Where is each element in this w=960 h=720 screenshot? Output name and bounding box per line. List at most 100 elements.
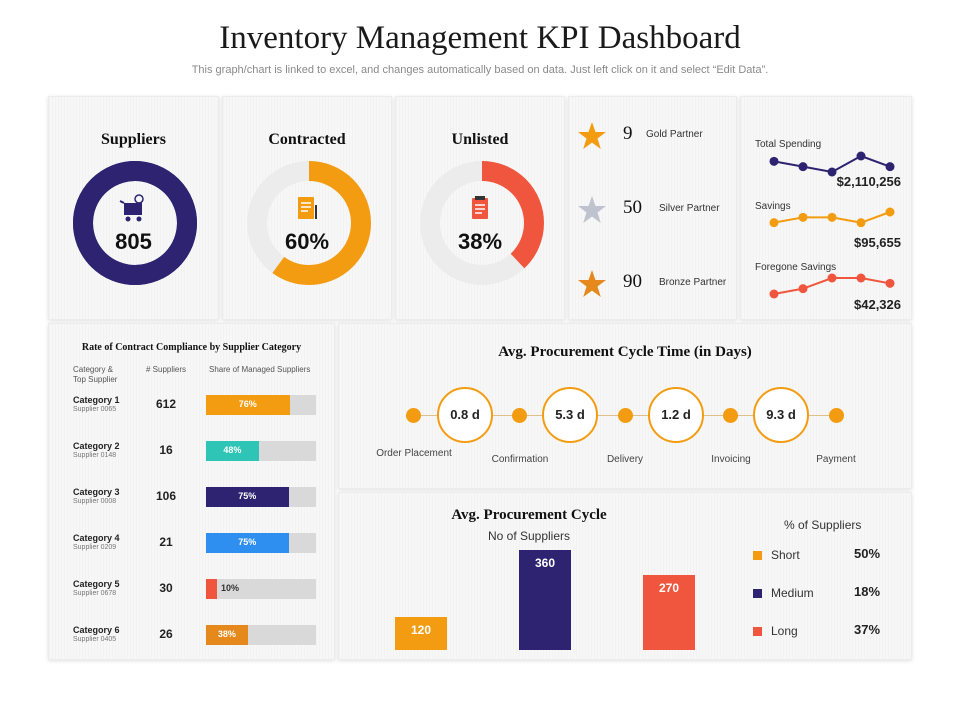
- share-bar-track: 10%: [206, 579, 316, 599]
- bar-value-label: 270: [658, 581, 680, 595]
- partner-bronze: 90 Bronze Partner: [577, 269, 737, 303]
- kpi-title: Suppliers: [101, 131, 166, 148]
- spending-value: $42,326: [854, 297, 901, 312]
- chart-title: Avg. Procurement Cycle: [451, 507, 607, 523]
- partner-silver: 50 Silver Partner: [577, 195, 737, 229]
- spending-value: $2,110,256: [836, 174, 901, 189]
- supplier-count: 16: [159, 443, 173, 457]
- cycle-value: 9.3 d: [753, 387, 809, 443]
- cart-icon: [119, 194, 144, 222]
- supplier-count: 21: [159, 535, 173, 549]
- share-bar-label: 38%: [217, 629, 236, 639]
- sparkline-point: [885, 162, 895, 172]
- sparkline-point: [885, 278, 895, 288]
- kpi-card-contracted: Contracted 60%: [222, 96, 392, 320]
- top-supplier: Supplier 0148: [73, 452, 117, 459]
- supplier-count: 26: [159, 627, 173, 641]
- timeline-dot: [512, 408, 527, 423]
- legend-percent: 18%: [854, 584, 881, 599]
- bar-long: 270: [643, 575, 695, 650]
- sparkline-point: [769, 218, 779, 228]
- category-name: Category 2: [73, 441, 120, 451]
- procurement-cycle-card: Avg. Procurement Cycle No of Suppliers 1…: [338, 492, 912, 660]
- partner-label: Silver Partner: [659, 203, 720, 214]
- kpi-value: 38%: [457, 229, 503, 254]
- kpi-title: Unlisted: [451, 131, 509, 148]
- legend-label: Long: [771, 624, 798, 638]
- compliance-title: Rate of Contract Compliance by Supplier …: [81, 342, 302, 353]
- legend-percent: 37%: [854, 622, 881, 637]
- spending-label: Savings: [755, 201, 791, 212]
- bar-chart: 120 360 270: [339, 493, 719, 661]
- contract-icon: [298, 197, 317, 219]
- top-supplier: Supplier 0209: [73, 544, 117, 551]
- share-bar-track: 75%: [206, 487, 316, 507]
- document-icon: [472, 196, 488, 219]
- share-bar: [206, 533, 289, 553]
- compliance-row: Category 1 Supplier 0065 612 76%: [49, 395, 334, 435]
- stage-label: Payment: [816, 454, 856, 465]
- category-name: Category 6: [73, 625, 120, 635]
- compliance-row: Category 4 Supplier 0209 21 75%: [49, 533, 334, 573]
- stage-label: Order Placement: [376, 448, 452, 459]
- ring-progress: [247, 161, 371, 285]
- star-icon: [578, 122, 606, 149]
- bar-medium: 360: [519, 550, 571, 650]
- share-bar: [206, 395, 290, 415]
- bar-value-label: 360: [534, 556, 556, 570]
- bar-value-label: 120: [410, 622, 432, 637]
- legend-label: Short: [771, 548, 800, 562]
- legend-swatch: [753, 627, 762, 636]
- sparkline-point: [827, 167, 837, 177]
- share-bar-track: 76%: [206, 395, 316, 415]
- share-bar-label: 48%: [223, 445, 242, 455]
- legend-swatch: [753, 589, 762, 598]
- timeline-dot: [829, 408, 844, 423]
- spending-card: Total Spending $2,110,256 Savings $95,65…: [740, 96, 912, 320]
- share-bar-label: 75%: [238, 537, 257, 547]
- top-supplier: Supplier 0405: [73, 636, 117, 643]
- kpi-ring: [247, 161, 371, 285]
- bar-short: 120: [395, 616, 447, 650]
- share-bar-label: 76%: [238, 399, 257, 409]
- supplier-count: 612: [155, 397, 177, 411]
- partner-count: 9: [623, 123, 633, 144]
- category-name: Category 5: [73, 579, 120, 589]
- kpi-ring: [73, 161, 197, 285]
- supplier-count: 106: [155, 489, 177, 503]
- partner-label: Gold Partner: [646, 129, 703, 140]
- top-supplier: Supplier 0008: [73, 498, 117, 505]
- timeline-dot: [618, 408, 633, 423]
- share-bar-label: 75%: [238, 491, 257, 501]
- share-bar-track: 38%: [206, 625, 316, 645]
- category-name: Category 3: [73, 487, 120, 497]
- sparkline-point: [798, 284, 808, 294]
- col-header-suppliers: # Suppliers: [146, 365, 187, 374]
- compliance-row: Category 6 Supplier 0405 26 38%: [49, 625, 334, 665]
- page-subtitle: This graph/chart is linked to excel, and…: [191, 64, 769, 76]
- spending-value: $95,655: [854, 235, 901, 250]
- kpi-value: 805: [115, 229, 152, 254]
- cycle-time-title: Avg. Procurement Cycle Time (in Days): [498, 344, 752, 360]
- cycle-value: 1.2 d: [648, 387, 704, 443]
- compliance-card: Rate of Contract Compliance by Supplier …: [48, 323, 335, 660]
- partner-label: Bronze Partner: [659, 277, 727, 288]
- supplier-count: 30: [159, 581, 173, 595]
- page-title: Inventory Management KPI Dashboard: [219, 20, 741, 56]
- category-name: Category 4: [73, 533, 120, 543]
- share-bar-track: 48%: [206, 441, 316, 461]
- sparkline-point: [769, 289, 779, 299]
- sparkline-point: [798, 162, 808, 172]
- stage-label: Confirmation: [491, 454, 549, 465]
- ring-progress: [73, 161, 197, 285]
- share-bar-label: 10%: [221, 583, 240, 593]
- share-bar: [206, 625, 248, 645]
- sparkline-point: [769, 156, 779, 166]
- legend-title: % of Suppliers: [784, 518, 862, 532]
- partner-count: 90: [623, 271, 642, 292]
- kpi-card-unlisted: Unlisted 38%: [395, 96, 565, 320]
- kpi-card-suppliers: Suppliers 805: [48, 96, 219, 320]
- share-bar: [206, 441, 259, 461]
- category-name: Category 1: [73, 395, 120, 405]
- sparkline-point: [856, 273, 866, 283]
